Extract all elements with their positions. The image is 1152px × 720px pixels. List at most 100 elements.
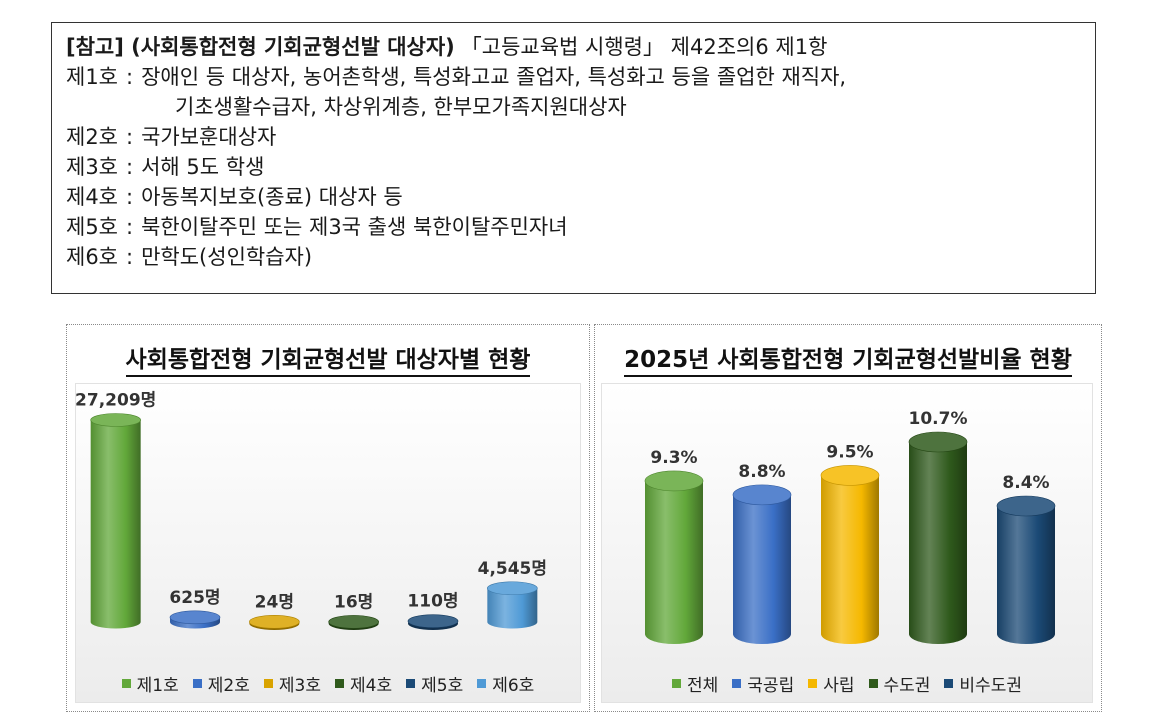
- chart-legend: 전체 국공립 사립 수도권 비수도권: [602, 671, 1092, 696]
- data-label: 16명: [334, 592, 373, 612]
- bar-top: [90, 413, 141, 427]
- legend-item: 제3호: [263, 671, 321, 696]
- data-label: 24명: [255, 592, 294, 612]
- bar-top: [169, 610, 221, 625]
- bar-비수도권: [996, 495, 1056, 644]
- bar-제6호: [487, 581, 538, 629]
- chart-panel-ratio: 2025년 사회통합전형 기회균형선발비율 현황 9.3% 8.8% 9.5% 10.…: [594, 324, 1102, 712]
- reference-box: [참고] (사회통합전형 기회균형선발 대상자) 「고등교육법 시행령」 제42…: [51, 22, 1096, 294]
- chart-plot-area: 9.3% 8.8% 9.5% 10.7% 8.4% 전체 국공립 사립 수도권 비수도권: [601, 383, 1093, 703]
- data-label: 10.7%: [909, 409, 968, 429]
- legend-label: 수도권: [883, 676, 931, 696]
- reference-item-separator: :: [126, 215, 134, 239]
- reference-item-text: 북한이탈주민 또는 제3국 출생 북한이탈주민자녀: [141, 215, 568, 239]
- data-label: 27,209명: [76, 391, 156, 411]
- bar-chart-svg: 9.3% 8.8% 9.5% 10.7% 8.4%: [644, 409, 1056, 644]
- legend-swatch: [406, 679, 416, 688]
- reference-item-text: 서해 5도 학생: [141, 155, 265, 179]
- legend-item: 전체: [672, 671, 718, 696]
- bar-국공립: [732, 484, 792, 644]
- legend-label: 제1호: [136, 676, 179, 696]
- legend-swatch: [477, 679, 487, 688]
- data-label: 8.8%: [738, 462, 785, 482]
- reference-item-6: 제6호 : 만학도(성인학습자): [66, 242, 1085, 272]
- legend-item: 제1호: [121, 671, 179, 696]
- legend-item: 제5호: [406, 671, 463, 696]
- legend-label: 제2호: [207, 676, 250, 696]
- bar-제3호: [249, 615, 300, 630]
- bar-body: [90, 420, 141, 629]
- bar-top: [644, 470, 704, 492]
- legend-item: 사립: [808, 671, 855, 696]
- reference-item-number: 제6호: [66, 245, 119, 269]
- bar-제2호: [169, 610, 221, 629]
- reference-item-4: 제4호 : 아동복지보호(종료) 대상자 등: [66, 182, 1085, 212]
- bar-body: [997, 506, 1055, 644]
- reference-title: [참고] (사회통합전형 기회균형선발 대상자): [66, 35, 455, 59]
- chart-title: 사회통합전형 기회균형선발 대상자별 현황: [67, 340, 589, 377]
- legend-label: 제4호: [350, 676, 393, 696]
- legend-label: 제6호: [492, 676, 535, 696]
- chart-plot-area: 27,209명 625명 24명 16명 110명 4,545명 제1호 제2호 제3호 제4호…: [75, 383, 581, 703]
- reference-item-number: 제2호: [66, 125, 119, 149]
- bar-top: [908, 431, 968, 453]
- data-label: 9.3%: [650, 448, 697, 468]
- legend-swatch: [121, 679, 131, 688]
- bar-body: [733, 494, 791, 644]
- data-label: 4,545명: [478, 559, 547, 579]
- legend-swatch: [808, 679, 818, 688]
- bar-body: [487, 588, 538, 629]
- data-label: 8.4%: [1002, 473, 1049, 493]
- reference-item-number: 제1호: [66, 65, 119, 89]
- reference-heading: [참고] (사회통합전형 기회균형선발 대상자) 「고등교육법 시행령」 제42…: [66, 32, 1085, 62]
- legend-item: 수도권: [868, 671, 931, 696]
- reference-item-number: 제5호: [66, 215, 119, 239]
- bar-top: [732, 484, 792, 506]
- bar-top: [328, 615, 379, 629]
- legend-item: 국공립: [732, 671, 794, 696]
- bar-body: [909, 442, 967, 644]
- reference-item-separator: :: [126, 65, 134, 89]
- reference-item-1: 제1호 : 장애인 등 대상자, 농어촌학생, 특성화고교 졸업자, 특성화고 …: [66, 62, 1085, 92]
- legend-label: 전체: [687, 676, 719, 696]
- chart-legend: 제1호 제2호 제3호 제4호 제5호 제6호: [76, 671, 580, 696]
- reference-item-number: 제4호: [66, 185, 119, 209]
- legend-item: 제6호: [477, 671, 534, 696]
- reference-item-separator: :: [126, 125, 134, 149]
- bar-top: [996, 495, 1056, 517]
- reference-item-text: 장애인 등 대상자, 농어촌학생, 특성화고교 졸업자, 특성화고 등을 졸업한…: [141, 65, 847, 89]
- bar-top: [249, 615, 300, 629]
- chart-title-text: 2025년 사회통합전형 기회균형선발비율 현황: [624, 347, 1072, 377]
- legend-swatch: [263, 679, 273, 688]
- reference-item-separator: :: [126, 245, 134, 269]
- legend-item: 제4호: [335, 671, 392, 696]
- legend-label: 제3호: [278, 676, 321, 696]
- bar-제5호: [407, 614, 459, 630]
- bar-top: [820, 465, 880, 486]
- reference-item-text: 아동복지보호(종료) 대상자 등: [141, 185, 403, 209]
- bar-body: [821, 475, 879, 644]
- data-label: 110명: [407, 592, 458, 612]
- bar-수도권: [908, 431, 968, 644]
- legend-swatch: [732, 679, 742, 688]
- legend-label: 사립: [823, 676, 855, 696]
- legend-swatch: [335, 679, 344, 688]
- bar-전체: [644, 470, 704, 644]
- reference-item-3: 제3호 : 서해 5도 학생: [66, 152, 1085, 182]
- legend-item: 비수도권: [944, 671, 1022, 696]
- legend-label: 제5호: [421, 676, 464, 696]
- bar-chart-svg: 27,209명 625명 24명 16명 110명 4,545명: [76, 391, 547, 630]
- reference-item-text-continued: 기초생활수급자, 차상위계층, 한부모가족지원대상자: [175, 95, 627, 119]
- reference-item-separator: :: [126, 155, 134, 179]
- chart-title: 2025년 사회통합전형 기회균형선발비율 현황: [595, 340, 1101, 377]
- legend-swatch: [944, 679, 954, 688]
- reference-law: 「고등교육법 시행령」 제42조의6 제1항: [460, 35, 828, 59]
- bar-제1호: [90, 413, 141, 629]
- bar-제4호: [328, 615, 379, 630]
- reference-item-1-continued: 기초생활수급자, 차상위계층, 한부모가족지원대상자: [66, 92, 1085, 122]
- data-label: 625명: [169, 588, 220, 608]
- bar-사립: [820, 465, 880, 644]
- reference-item-5: 제5호 : 북한이탈주민 또는 제3국 출생 북한이탈주민자녀: [66, 212, 1085, 242]
- chart-title-text: 사회통합전형 기회균형선발 대상자별 현황: [125, 347, 531, 377]
- bar-top: [407, 614, 459, 628]
